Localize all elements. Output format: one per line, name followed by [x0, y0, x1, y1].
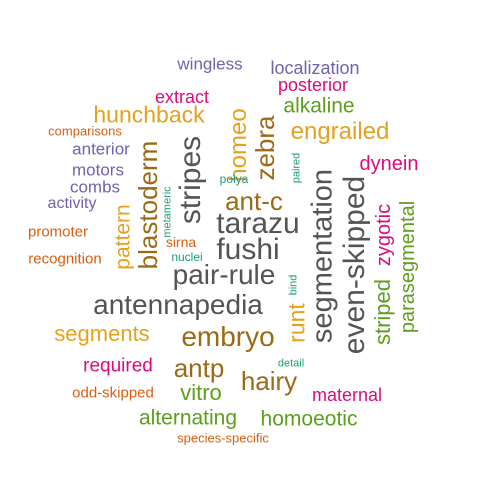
word-recognition: recognition	[28, 250, 102, 268]
word-comparisons: comparisons	[48, 123, 122, 139]
word-blastoderm: blastoderm	[133, 140, 163, 270]
word-embryo: embryo	[181, 321, 275, 352]
word-ant-c: ant-c	[225, 186, 283, 216]
word-pair-rule: pair-rule	[172, 259, 276, 290]
word-vitro: vitro	[180, 380, 222, 405]
word-alternating: alternating	[138, 406, 238, 430]
word-antennapedia: antennapedia	[93, 289, 263, 320]
word-nuclei: nuclei	[171, 250, 203, 264]
word-antp: antp	[173, 353, 225, 383]
word-even-skipped: even-skipped	[338, 175, 371, 355]
word-extract: extract	[154, 87, 210, 107]
word-hunchback: hunchback	[93, 101, 205, 128]
word-hairy: hairy	[240, 366, 298, 396]
word-paired: paired	[290, 152, 303, 184]
word-bind: bind	[287, 274, 300, 296]
word-sirna: sirna	[165, 234, 197, 250]
word-parasegmental: parasegmental	[397, 200, 419, 334]
word-maternal: maternal	[311, 385, 383, 405]
word-zebra: zebra	[250, 115, 280, 181]
word-combs: combs	[69, 177, 121, 197]
word-pattern: pattern	[111, 204, 135, 270]
word-striped: striped	[370, 278, 395, 346]
word-engrailed: engrailed	[290, 118, 390, 145]
word-polya: polya	[219, 172, 249, 186]
word-tarazu: tarazu	[216, 207, 300, 240]
word-zygotic: zygotic	[373, 203, 395, 267]
word-posterior: posterior	[277, 75, 349, 95]
word-motors: motors	[72, 160, 124, 180]
word-species-specific: species-specific	[177, 430, 269, 446]
word-localization: localization	[270, 58, 360, 78]
word-alkaline: alkaline	[283, 94, 355, 118]
word-segmentation: segmentation	[306, 168, 339, 344]
word-detail: detail	[277, 357, 305, 370]
word-homoeotic: homoeotic	[260, 407, 358, 431]
word-runt: runt	[283, 303, 310, 343]
word-fushi: fushi	[216, 233, 280, 266]
word-required: required	[83, 355, 153, 377]
word-metameric: metameric	[161, 186, 174, 238]
word-activity: activity	[47, 195, 97, 212]
word-wingless: wingless	[177, 54, 243, 74]
word-promoter: promoter	[27, 223, 89, 241]
word-anterior: anterior	[72, 139, 130, 159]
word-dynein: dynein	[359, 153, 419, 175]
word-stripes: stripes	[174, 135, 207, 225]
word-segments: segments	[54, 321, 150, 346]
word-homeo: homeo	[225, 108, 252, 182]
word-odd-skipped: odd-skipped	[72, 384, 154, 402]
